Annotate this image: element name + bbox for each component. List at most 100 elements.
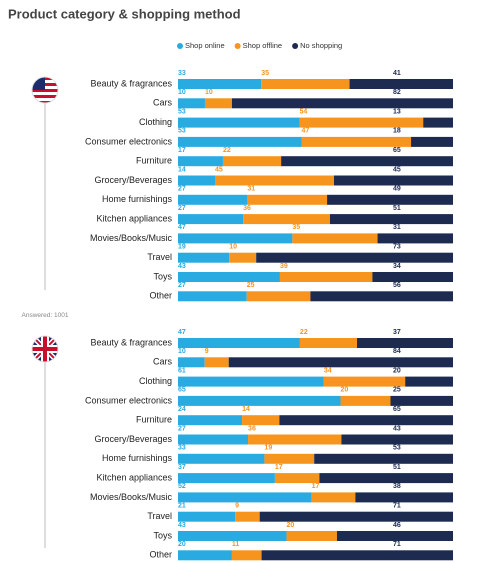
- bar-segment: [261, 550, 453, 561]
- bar-segment: [178, 338, 300, 348]
- uk-flag: [32, 336, 58, 362]
- value-label: 27: [178, 186, 186, 193]
- bar-segment: [341, 434, 453, 445]
- legend: Shop online Shop offline No shopping: [177, 41, 342, 50]
- bar-segment: [310, 291, 453, 302]
- value-label: 51: [393, 464, 401, 471]
- value-label: 35: [261, 70, 269, 77]
- value-label: 19: [178, 244, 186, 251]
- value-label: 54: [299, 108, 307, 115]
- category-label: Kitchen appliances: [96, 472, 172, 482]
- value-label: 53: [178, 108, 186, 115]
- value-label: 27: [178, 205, 186, 212]
- legend-label: Shop online: [185, 41, 225, 50]
- value-label: 47: [178, 329, 186, 336]
- bar-segment: [340, 395, 391, 406]
- value-label: 47: [178, 224, 186, 231]
- value-label: 33: [178, 70, 186, 77]
- bar-segment: [178, 156, 223, 167]
- value-label: 10: [178, 348, 186, 355]
- category-label: Furniture: [136, 415, 172, 425]
- answered-note: Answered: 1001: [22, 312, 69, 319]
- category-label: Toys: [153, 530, 172, 540]
- bar-segment: [231, 550, 262, 561]
- bar-segment: [405, 376, 453, 387]
- bar-segment: [178, 376, 324, 387]
- value-label: 25: [393, 387, 401, 394]
- bar-segment: [248, 434, 342, 445]
- value-label: 14: [242, 406, 250, 413]
- bar-segment: [178, 194, 248, 205]
- value-label: 84: [393, 348, 401, 355]
- category-label: Travel: [147, 511, 172, 521]
- value-label: 36: [248, 425, 256, 432]
- bar-segment: [178, 117, 300, 128]
- legend-label: Shop offline: [243, 41, 282, 50]
- bar-segment: [411, 136, 453, 147]
- us-flag: [32, 77, 58, 103]
- value-label: 17: [178, 147, 186, 154]
- value-label: 24: [178, 406, 186, 413]
- value-label: 14: [178, 166, 186, 173]
- bar-segment: [311, 492, 356, 503]
- bar-segment: [178, 415, 243, 426]
- bar-segment: [336, 531, 453, 541]
- value-label: 53: [393, 445, 401, 452]
- legend-swatch: [234, 43, 241, 49]
- value-label: 27: [178, 425, 186, 432]
- value-label: 43: [178, 263, 186, 270]
- value-label: 31: [247, 186, 255, 193]
- bar-segment: [423, 117, 453, 128]
- value-label: 17: [275, 464, 283, 471]
- value-label: 71: [393, 503, 401, 510]
- value-label: 17: [312, 483, 320, 490]
- bar-segment: [231, 98, 453, 109]
- value-label: 13: [393, 108, 401, 115]
- bar-segment: [204, 357, 229, 368]
- flag-border: [31, 76, 59, 104]
- bar-segment: [329, 214, 453, 225]
- bar-segment: [178, 492, 312, 503]
- value-label: 51: [393, 205, 401, 212]
- value-label: 18: [393, 128, 401, 135]
- value-label: 45: [393, 166, 401, 173]
- bar-segment: [372, 272, 453, 282]
- bar-segment: [178, 434, 249, 445]
- bar-segment: [247, 194, 328, 205]
- legend-label: No shopping: [300, 41, 342, 50]
- bar-segment: [222, 156, 282, 167]
- bar-segment: [319, 473, 453, 484]
- value-label: 53: [178, 128, 186, 135]
- value-label: 38: [393, 483, 401, 490]
- bar-segment: [178, 214, 244, 225]
- value-label: 19: [264, 445, 272, 452]
- value-label: 25: [247, 282, 255, 289]
- bar-segment: [204, 98, 232, 109]
- value-label: 20: [286, 522, 294, 529]
- bar-segment: [178, 233, 293, 244]
- value-label: 21: [178, 503, 186, 510]
- category-label: Consumer electronics: [85, 395, 173, 405]
- bar-segment: [281, 156, 453, 167]
- value-label: 73: [393, 244, 401, 251]
- category-label: Travel: [147, 252, 172, 262]
- value-label: 34: [324, 367, 332, 374]
- bar-segment: [355, 492, 453, 503]
- bar-segment: [235, 511, 260, 522]
- category-label: Movies/Books/Music: [90, 233, 173, 243]
- bar-segment: [256, 252, 453, 263]
- category-label: Other: [149, 550, 172, 560]
- bar-segment: [178, 98, 205, 109]
- value-label: 27: [178, 282, 186, 289]
- value-label: 41: [393, 70, 401, 77]
- category-label: Cars: [153, 357, 173, 367]
- value-label: 11: [232, 541, 240, 548]
- bar-segment: [178, 252, 230, 263]
- legend-swatch: [292, 43, 299, 49]
- bar-segment: [242, 415, 280, 426]
- bar-segment: [314, 453, 453, 464]
- bar-segment: [178, 79, 262, 89]
- value-label: 36: [243, 205, 251, 212]
- value-label: 45: [215, 166, 223, 173]
- bar-segment: [243, 214, 330, 225]
